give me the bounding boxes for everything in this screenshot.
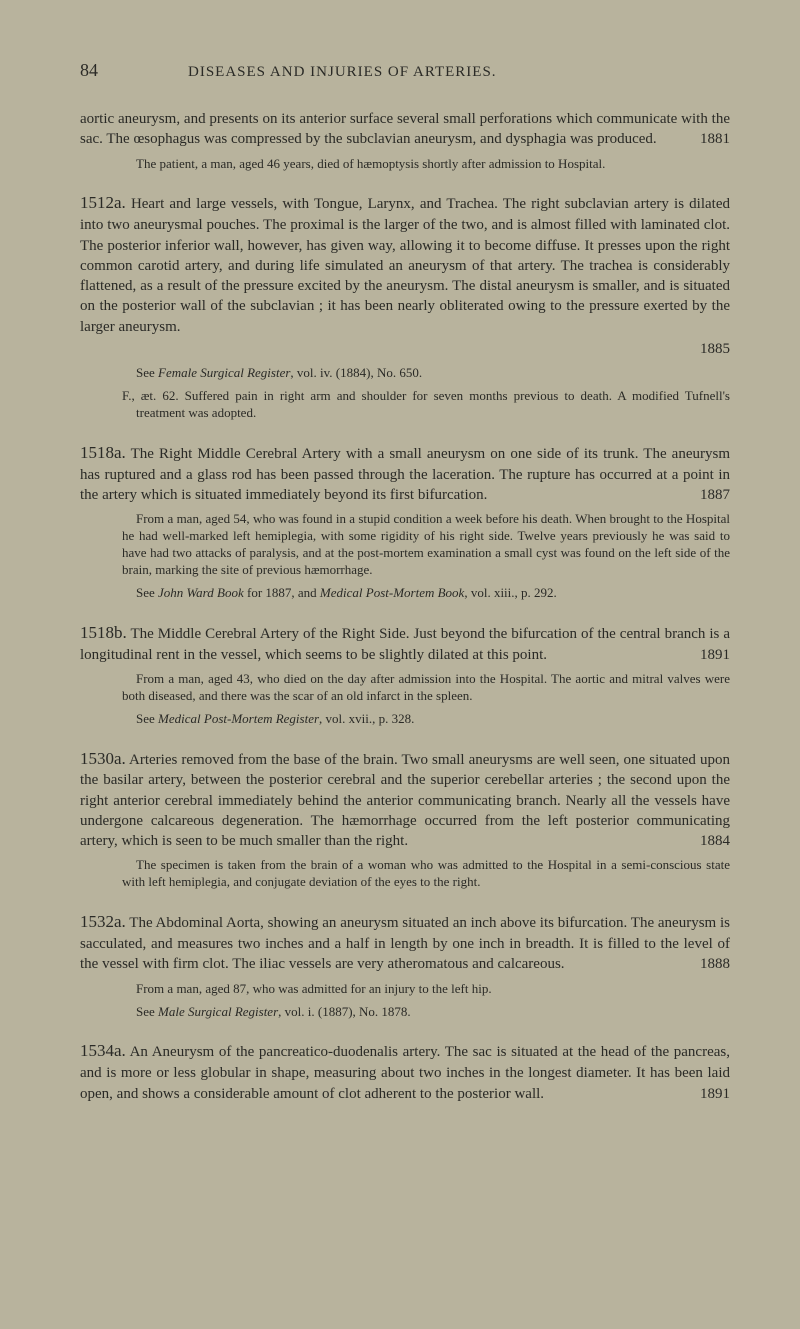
entry-note: See Female Surgical Register, vol. iv. (… — [122, 365, 730, 382]
entry-body: 1532a. The Abdominal Aorta, showing an a… — [80, 911, 730, 974]
entry-text: The Abdominal Aorta, showing an aneurysm… — [80, 915, 730, 972]
entry-text: Heart and large vessels, with Tongue, La… — [80, 196, 730, 334]
entry-number: 1532a. — [80, 912, 126, 931]
entry-year: 1885 — [80, 339, 730, 359]
entry-note: The specimen is taken from the brain of … — [122, 857, 730, 891]
entry-note: F., æt. 62. Suffered pain in right arm a… — [122, 388, 730, 422]
page-number: 84 — [80, 60, 98, 81]
entry-note: See John Ward Book for 1887, and Medical… — [122, 585, 730, 602]
entry-year: 1888 — [700, 954, 730, 974]
entry-note: From a man, aged 54, who was found in a … — [122, 511, 730, 579]
entry-number: 1512a. — [80, 193, 126, 212]
entry-note: See Medical Post-Mortem Register, vol. x… — [122, 711, 730, 728]
entry-text: The Right Middle Cerebral Artery with a … — [80, 446, 730, 503]
entry-body: 1518a. The Right Middle Cerebral Artery … — [80, 442, 730, 505]
entry-note: See Male Surgical Register, vol. i. (188… — [122, 1004, 730, 1021]
running-head: DISEASES AND INJURIES OF ARTERIES. — [188, 64, 497, 81]
entry-note: From a man, aged 43, who died on the day… — [122, 671, 730, 705]
entry-number: 1518b. — [80, 623, 127, 642]
entry-1512a: 1512a. Heart and large vessels, with Ton… — [80, 192, 730, 421]
entry-continuation: aortic aneurysm, and presents on its ant… — [80, 109, 730, 172]
entry-1518a: 1518a. The Right Middle Cerebral Artery … — [80, 442, 730, 602]
entry-body: 1530a. Arteries removed from the base of… — [80, 748, 730, 852]
entry-number: 1530a. — [80, 749, 126, 768]
entry-body: 1512a. Heart and large vessels, with Ton… — [80, 192, 730, 336]
entry-1518b: 1518b. The Middle Cerebral Artery of the… — [80, 622, 730, 728]
entry-body: aortic aneurysm, and presents on its ant… — [80, 109, 730, 150]
entry-number: 1518a. — [80, 443, 126, 462]
entry-body: 1534a. An Aneurysm of the pancreatico-du… — [80, 1040, 730, 1103]
entry-year: 1881 — [700, 129, 730, 149]
entry-body: 1518b. The Middle Cerebral Artery of the… — [80, 622, 730, 665]
page: 84 DISEASES AND INJURIES OF ARTERIES. ao… — [0, 0, 800, 1329]
entry-year: 1887 — [700, 485, 730, 505]
entry-1530a: 1530a. Arteries removed from the base of… — [80, 748, 730, 892]
entry-note: From a man, aged 87, who was admitted fo… — [122, 981, 730, 998]
entry-1532a: 1532a. The Abdominal Aorta, showing an a… — [80, 911, 730, 1020]
entry-year: 1884 — [700, 831, 730, 851]
entry-text: Arteries removed from the base of the br… — [80, 752, 730, 850]
entry-text: An Aneurysm of the pancreatico-duodenali… — [80, 1044, 730, 1101]
entry-year: 1891 — [700, 1084, 730, 1104]
entry-year: 1891 — [700, 645, 730, 665]
entry-text: The Middle Cerebral Artery of the Right … — [80, 626, 730, 663]
entry-text: aortic aneurysm, and presents on its ant… — [80, 111, 730, 147]
entry-number: 1534a. — [80, 1041, 126, 1060]
header: 84 DISEASES AND INJURIES OF ARTERIES. — [80, 60, 730, 81]
entry-1534a: 1534a. An Aneurysm of the pancreatico-du… — [80, 1040, 730, 1103]
entry-note: The patient, a man, aged 46 years, died … — [122, 156, 730, 173]
